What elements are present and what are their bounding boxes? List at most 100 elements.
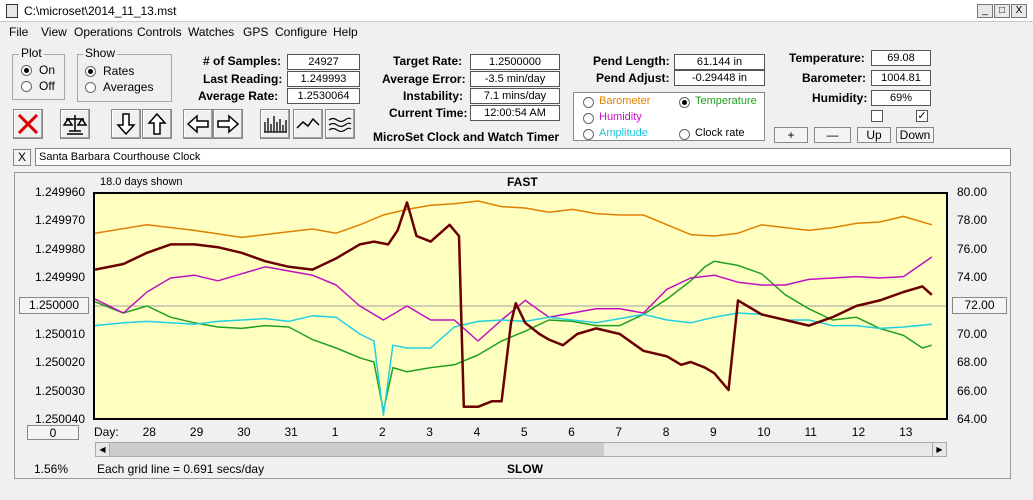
option-checkbox-1[interactable] xyxy=(871,110,883,122)
wave-icon xyxy=(296,117,320,129)
line-view-button[interactable] xyxy=(293,109,323,139)
menu-controls[interactable]: Controls xyxy=(137,25,182,39)
multi-line-view-button[interactable] xyxy=(325,109,355,139)
plot-group-label: Plot xyxy=(19,46,44,60)
arrow-right-icon xyxy=(217,114,240,134)
temperature-label: Temperature: xyxy=(789,51,865,65)
overlay-temperature-label: Temperature xyxy=(695,95,757,107)
series-line-rate xyxy=(95,201,933,409)
bar-graph-icon xyxy=(264,116,287,133)
x-tick-label: 6 xyxy=(568,425,575,439)
menu-configure[interactable]: Configure xyxy=(275,25,328,39)
scroll-right-icon[interactable]: ▶ xyxy=(932,443,946,456)
menu-gps[interactable]: GPS xyxy=(243,25,269,39)
samples-field: 24927 xyxy=(287,54,360,70)
arrow-down-button[interactable] xyxy=(111,109,141,139)
y-left-tick: 1.249970 xyxy=(34,213,85,227)
fast-label: FAST xyxy=(507,175,538,189)
close-window-button[interactable]: X xyxy=(1011,4,1027,18)
x-tick-label: 30 xyxy=(237,425,251,439)
arrow-left-button[interactable] xyxy=(183,109,213,139)
plot-off-radio[interactable] xyxy=(21,81,32,92)
arrow-up-button[interactable] xyxy=(142,109,172,139)
y-right-tick: 80.00 xyxy=(957,185,988,199)
window-title: C:\microset\2014_11_13.mst xyxy=(24,4,177,18)
target-rate-field[interactable]: 1.2500000 xyxy=(470,54,560,70)
last-reading-label: Last Reading: xyxy=(203,72,283,86)
temperature-field: 69.08 xyxy=(871,50,931,66)
scroll-thumb[interactable] xyxy=(110,443,604,456)
pend-length-field[interactable]: 61.144 in xyxy=(674,54,765,70)
y-right-tick: 68.00 xyxy=(957,355,988,369)
current-time-field: 12:00:54 AM xyxy=(470,105,560,121)
balance-button[interactable] xyxy=(60,109,90,139)
minus-button[interactable]: — xyxy=(814,127,851,143)
scale-icon xyxy=(62,115,88,135)
instability-label: Instability: xyxy=(403,89,464,103)
y-left-tick: 1.249990 xyxy=(34,270,85,284)
offset-button[interactable]: 0 xyxy=(27,425,79,440)
x-tick-label: 13 xyxy=(899,425,913,439)
center-value-button[interactable]: 1.250000 xyxy=(19,297,89,314)
horizontal-scrollbar[interactable]: ◀ ▶ xyxy=(95,442,947,457)
minimize-button[interactable]: _ xyxy=(977,4,993,18)
title-bar: C:\microset\2014_11_13.mst _ □ X xyxy=(0,0,1033,22)
last-reading-field: 1.249993 xyxy=(287,71,360,87)
y-left-tick: 1.250030 xyxy=(34,384,85,398)
x-tick-label: 3 xyxy=(426,425,433,439)
scroll-left-icon[interactable]: ◀ xyxy=(96,443,110,456)
average-rate-field: 1.2530064 xyxy=(287,88,360,104)
overlay-clock-rate-label: Clock rate xyxy=(695,127,745,139)
show-averages-label: Averages xyxy=(103,80,154,94)
current-time-label: Current Time: xyxy=(389,106,468,120)
pend-length-label: Pend Length: xyxy=(593,54,670,68)
average-error-field: -3.5 min/day xyxy=(470,71,560,87)
up-button[interactable]: Up xyxy=(857,127,891,143)
y-left-tick: 1.249980 xyxy=(34,242,85,256)
x-tick-label: 29 xyxy=(189,425,204,439)
arrow-right-button[interactable] xyxy=(213,109,243,139)
right-center-value-button[interactable]: 72.00 xyxy=(952,297,1007,314)
y-right-tick: 76.00 xyxy=(957,242,988,256)
x-tick-label: 8 xyxy=(662,425,670,439)
overlay-clock-rate-radio[interactable] xyxy=(679,129,690,140)
y-left-tick: 1.250040 xyxy=(34,412,85,426)
show-averages-radio[interactable] xyxy=(85,82,96,93)
maximize-button[interactable]: □ xyxy=(994,4,1010,18)
multi-wave-icon xyxy=(328,117,352,133)
days-shown-label: 18.0 days shown xyxy=(100,176,183,188)
down-button[interactable]: Down xyxy=(896,127,934,143)
series-line-humidity xyxy=(95,256,933,342)
overlay-temperature-radio[interactable] xyxy=(679,97,690,108)
menu-file[interactable]: File xyxy=(9,25,29,39)
overlay-humidity-radio[interactable] xyxy=(583,113,594,124)
x-icon xyxy=(17,113,39,135)
menu-view[interactable]: View xyxy=(41,25,67,39)
barometer-field: 1004.81 xyxy=(871,70,931,86)
menu-help[interactable]: Help xyxy=(333,25,358,39)
percent-label: 1.56% xyxy=(34,462,69,476)
x-tick-label: 1 xyxy=(331,425,339,439)
plot-group xyxy=(12,54,65,100)
menu-operations[interactable]: Operations xyxy=(74,25,133,39)
clock-name-input[interactable]: Santa Barbara Courthouse Clock xyxy=(35,148,1011,166)
slow-label: SLOW xyxy=(507,462,543,476)
plot-on-radio[interactable] xyxy=(21,65,32,76)
overlay-humidity-label: Humidity xyxy=(599,111,642,123)
show-rates-radio[interactable] xyxy=(85,66,96,77)
series-line-temperature xyxy=(95,200,933,239)
overlay-amplitude-radio[interactable] xyxy=(583,129,594,140)
barometer-label: Barometer: xyxy=(802,71,867,85)
plus-button[interactable]: + xyxy=(774,127,808,143)
pend-adjust-field: -0.29448 in xyxy=(674,70,765,86)
option-checkbox-2[interactable]: ✓ xyxy=(916,110,928,122)
menu-watches[interactable]: Watches xyxy=(188,25,235,39)
plot-area xyxy=(93,192,948,420)
overlay-barometer-radio[interactable] xyxy=(583,97,594,108)
bars-view-button[interactable] xyxy=(260,109,290,139)
app-icon xyxy=(6,4,18,18)
x-axis-ticks: 28 29 30 31 1 2 3 4 5 6 7 8 9 10 11 12 13 xyxy=(95,425,946,439)
samples-label: # of Samples: xyxy=(203,54,282,68)
clear-name-button[interactable]: X xyxy=(13,149,31,166)
stop-button[interactable] xyxy=(13,109,43,139)
